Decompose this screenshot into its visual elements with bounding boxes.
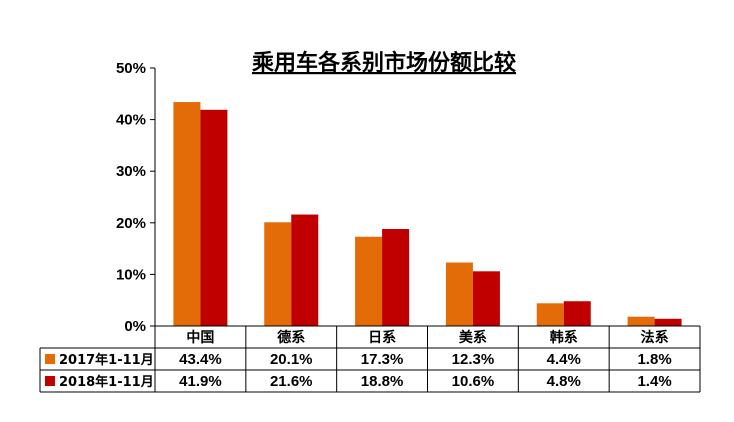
bar-2017-1	[264, 222, 292, 326]
bar-2017-4	[536, 303, 564, 326]
data-label: 21.6%	[270, 373, 313, 390]
y-tick-label: 0%	[124, 318, 146, 335]
chart-title: 乘用车各系别市场份额比较	[251, 50, 516, 76]
y-tick-label: 10%	[116, 266, 146, 283]
data-label: 1.8%	[637, 351, 671, 368]
legend-swatch-2018	[45, 376, 55, 386]
data-label: 20.1%	[270, 351, 313, 368]
category-label: 美系	[459, 329, 487, 346]
bar-2018-5	[654, 318, 682, 326]
data-label: 1.4%	[637, 373, 671, 390]
y-tick-label: 40%	[116, 112, 146, 129]
data-label: 43.4%	[179, 351, 222, 368]
bar-2017-2	[355, 236, 383, 326]
category-label: 法系	[641, 329, 669, 346]
y-tick-label: 20%	[116, 215, 146, 232]
bar-2018-1	[291, 214, 319, 326]
data-label: 10.6%	[452, 373, 495, 390]
data-label: 12.3%	[452, 351, 495, 368]
bar-2017-0	[173, 102, 201, 326]
y-tick-label: 50%	[116, 60, 146, 77]
data-table: 中国 德系 日系 美系 韩系 法系 2017年1-11月 43.4% 20.1% 17.3% 12.…	[39, 325, 701, 393]
bar-2017-5	[627, 316, 655, 326]
bar-2018-4	[563, 301, 591, 326]
data-label: 18.8%	[361, 373, 404, 390]
y-tick-label: 30%	[116, 163, 146, 180]
category-label: 中国	[186, 329, 214, 346]
legend-swatch-2017	[45, 354, 55, 364]
data-label: 17.3%	[361, 351, 404, 368]
y-axis: 0% 10% 20% 30% 40% 50%	[116, 60, 156, 335]
category-label: 韩系	[550, 329, 578, 346]
bar-2018-0	[200, 109, 228, 327]
legend-label: 2017年1-11月	[59, 352, 154, 368]
data-label: 4.8%	[547, 373, 581, 390]
bar-2017-3	[445, 262, 473, 326]
bars	[173, 102, 682, 327]
legend-label: 2018年1-11月	[59, 374, 154, 390]
category-label: 德系	[277, 329, 305, 346]
bar-2018-2	[382, 228, 410, 326]
category-label: 日系	[368, 329, 396, 346]
data-label: 41.9%	[179, 373, 222, 390]
data-label: 4.4%	[547, 351, 581, 368]
bar-2018-3	[472, 271, 500, 326]
